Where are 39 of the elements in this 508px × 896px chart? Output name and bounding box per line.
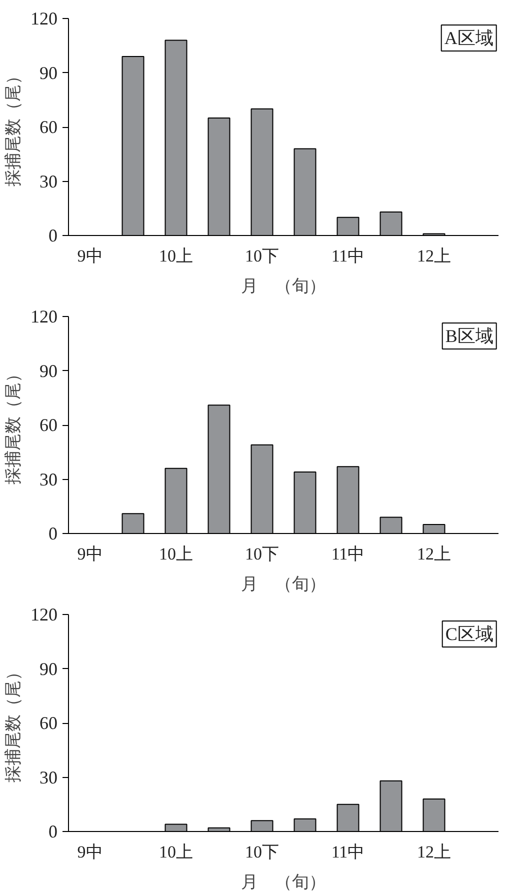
x-tick-label: 10上 [159,246,193,266]
y-tick-label: 0 [48,822,58,842]
y-tick-label: 60 [40,713,58,733]
x-tick-label: 12上 [417,842,451,862]
annotation: A区域 [444,28,494,48]
y-tick-label: 0 [48,524,58,544]
x-tick-label: 11中 [331,842,365,862]
x-tick-label: 9中 [77,842,103,862]
x-axis-title: 月 （旬） [241,872,326,892]
x-axis-title: 月 （旬） [241,574,326,594]
y-tick-label: 120 [30,306,58,326]
y-tick-label: 30 [40,767,58,788]
x-tick-label: 11中 [331,246,365,266]
x-tick-label: 9中 [77,544,103,564]
x-tick-label: 10下 [245,246,279,266]
x-tick-label: 12上 [417,544,451,564]
y-tick-label: 90 [40,658,58,679]
y-axis-title: 採捕尾数（尾） [4,664,22,782]
y-axis-title: 採捕尾数（尾） [4,366,22,484]
y-tick-label: 0 [48,226,58,246]
x-tick-label: 11中 [331,544,365,564]
x-tick-label: 10上 [159,842,193,862]
y-tick-label: 30 [40,469,58,490]
y-tick-label: 60 [40,415,58,435]
x-axis-title: 月 （旬） [241,276,326,296]
y-tick-label: 30 [40,171,58,192]
annotation: B区域 [445,326,494,346]
x-tick-label: 12上 [417,246,451,266]
x-tick-label: 10下 [245,544,279,564]
annotation: C区域 [445,624,494,644]
x-tick-label: 9中 [77,246,103,266]
y-tick-label: 90 [40,360,58,381]
y-tick-label: 60 [40,117,58,137]
x-tick-label: 10上 [159,544,193,564]
y-tick-label: 90 [40,62,58,83]
x-tick-label: 10下 [245,842,279,862]
y-tick-label: 120 [30,604,58,624]
y-tick-label: 120 [30,8,58,28]
y-axis-title: 採捕尾数（尾） [4,68,22,186]
